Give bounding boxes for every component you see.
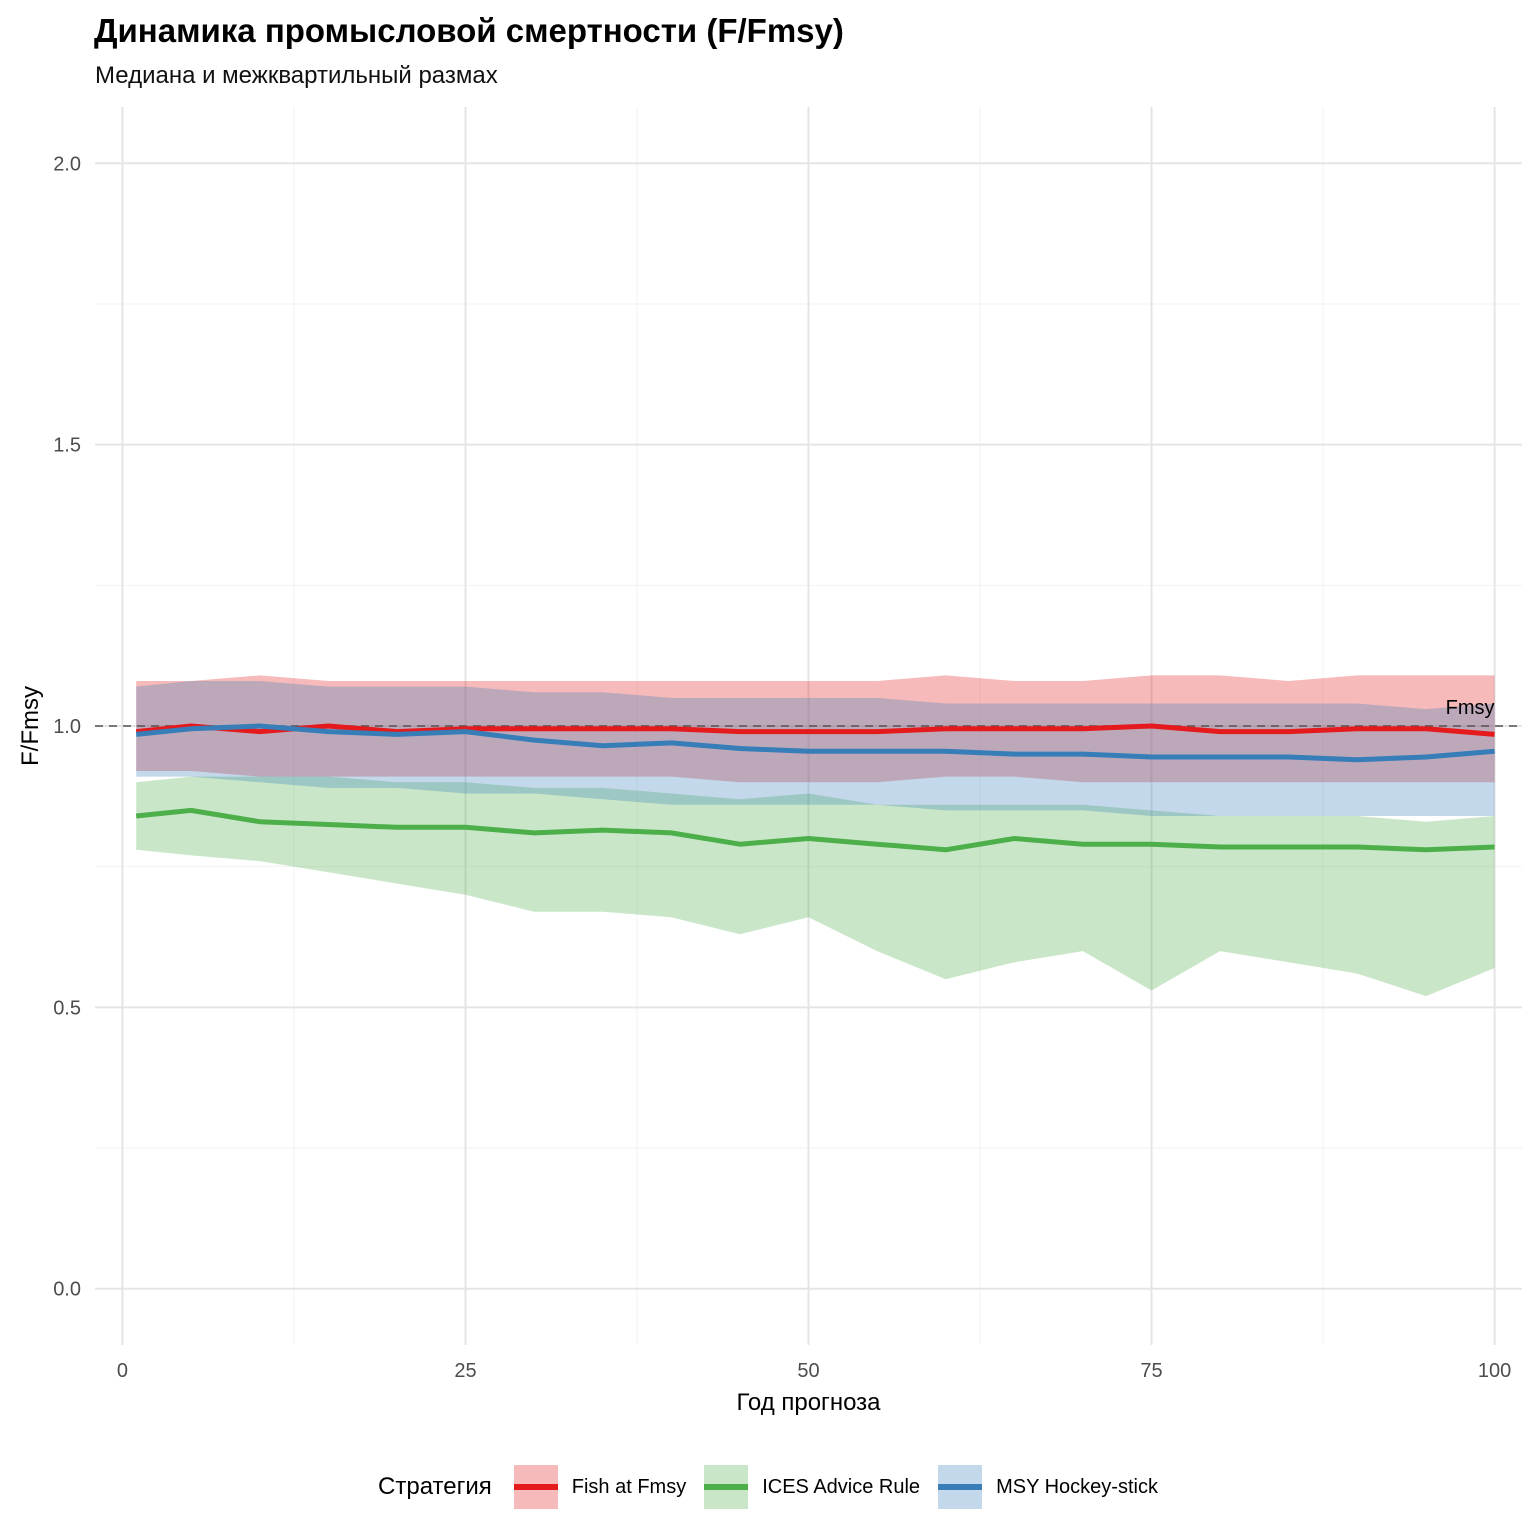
y-tick-label: 1.5 xyxy=(53,435,81,457)
x-tick-label: 0 xyxy=(117,1360,128,1382)
y-tick-label: 0.5 xyxy=(53,997,81,1019)
legend-label: MSY Hockey-stick xyxy=(996,1475,1158,1498)
x-tick-label: 75 xyxy=(1140,1360,1162,1382)
legend-label: Fish at Fmsy xyxy=(571,1475,687,1498)
ribbon-ices-advice-rule xyxy=(136,776,1495,997)
median-line-fish-at-fmsy xyxy=(135,723,1495,737)
ribbon-msy-hockey-stick xyxy=(136,681,1495,816)
chart-subtitle: Медиана и межквартильный размах xyxy=(95,62,498,89)
x-axis-title: Год прогноза xyxy=(736,1389,881,1416)
chart-title: Динамика промысловой смертности (F/Fmsy) xyxy=(94,12,844,49)
y-axis-title: F/Fmsy xyxy=(17,686,44,766)
legend-key-fish-at-fmsy xyxy=(513,1465,558,1509)
legend-item-msy-hockey-stick: MSY Hockey-stick xyxy=(938,1465,1158,1509)
x-tick-label: 25 xyxy=(454,1360,476,1382)
x-axis-ticks: 0 25 50 75 100 xyxy=(117,1360,1511,1382)
y-axis-ticks: 0.0 0.5 1.0 1.5 2.0 xyxy=(53,153,81,1300)
median-line-msy-hockey-stick xyxy=(135,723,1495,763)
y-tick-label: 0.0 xyxy=(53,1279,81,1301)
legend-key-ices-advice-rule xyxy=(704,1465,749,1509)
legend: Стратегия Fish at Fmsy ICES Advice Rule … xyxy=(0,1462,1536,1512)
median-lines xyxy=(135,723,1495,853)
legend-item-fish-at-fmsy: Fish at Fmsy xyxy=(513,1465,687,1509)
legend-title: Стратегия xyxy=(378,1473,492,1500)
legend-item-ices-advice-rule: ICES Advice Rule xyxy=(704,1465,920,1509)
median-line-ices-advice-rule xyxy=(135,807,1495,853)
chart-svg: Fmsy 0 25 50 75 100 0.0 0.5 1.0 1.5 2.0 Год прог… xyxy=(17,107,1522,1416)
ribbons xyxy=(136,675,1495,997)
x-tick-label: 50 xyxy=(797,1360,819,1382)
y-tick-label: 1.0 xyxy=(53,716,81,738)
y-tick-label: 2.0 xyxy=(53,153,81,175)
legend-label: ICES Advice Rule xyxy=(762,1475,921,1498)
fmsy-annotation: Fmsy xyxy=(1446,697,1495,719)
x-tick-label: 100 xyxy=(1478,1360,1511,1382)
legend-key-msy-hockey-stick xyxy=(938,1465,983,1509)
